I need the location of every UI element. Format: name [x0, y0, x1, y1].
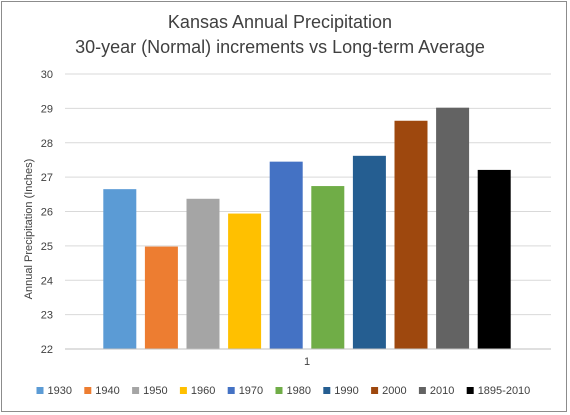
legend-swatch-1895-2010 — [466, 387, 474, 394]
bar-1980 — [311, 186, 345, 349]
legend-label-1940: 1940 — [95, 385, 119, 397]
y-tick-label: 29 — [41, 103, 53, 115]
y-tick-label: 30 — [41, 69, 53, 81]
y-tick-label: 25 — [41, 241, 53, 253]
legend-label-1895-2010: 1895-2010 — [478, 385, 531, 397]
legend-swatch-1950 — [132, 387, 140, 394]
legend-label-2010: 2010 — [430, 385, 454, 397]
bar-1940 — [144, 246, 178, 349]
y-tick-label: 24 — [41, 275, 53, 287]
bar-1970 — [269, 161, 303, 349]
legend: 1930 1940 1950 1960 1970 1980 1990 2000 2010 1895… — [36, 385, 531, 397]
bar-1990 — [352, 155, 386, 349]
bars — [103, 107, 511, 349]
bar-1950 — [186, 198, 220, 349]
legend-swatch-1970 — [227, 387, 235, 394]
legend-label-1970: 1970 — [239, 385, 263, 397]
y-tick-label: 26 — [41, 207, 53, 219]
y-axis-title: Annual Precipitation (Inches) — [23, 159, 35, 300]
legend-swatch-2000 — [371, 387, 379, 394]
legend-swatch-1940 — [84, 387, 92, 394]
legend-swatch-2010 — [418, 387, 426, 394]
legend-swatch-1960 — [179, 387, 187, 394]
legend-label-1950: 1950 — [143, 385, 167, 397]
legend-swatch-1930 — [36, 387, 44, 394]
legend-label-1980: 1980 — [287, 385, 311, 397]
legend-label-1960: 1960 — [191, 385, 215, 397]
legend-label-1990: 1990 — [334, 385, 358, 397]
legend-swatch-1990 — [323, 387, 331, 394]
bar-2000 — [394, 120, 428, 349]
bar-1960 — [228, 213, 262, 349]
y-tick-label: 23 — [41, 310, 53, 322]
bar-1895-2010 — [477, 169, 511, 349]
legend-label-1930: 1930 — [48, 385, 72, 397]
bar-2010 — [436, 107, 470, 349]
bar-1930 — [103, 189, 137, 349]
y-tick-label: 22 — [41, 344, 53, 356]
legend-swatch-1980 — [275, 387, 283, 394]
chart-title-line2: 30-year (Normal) increments vs Long-term… — [75, 37, 485, 57]
y-tick-label: 28 — [41, 138, 53, 150]
legend-label-2000: 2000 — [382, 385, 406, 397]
y-axis-ticks: 22 23 24 25 26 27 28 29 30 — [41, 69, 53, 356]
y-tick-label: 27 — [41, 172, 53, 184]
chart-title-line1: Kansas Annual Precipitation — [168, 12, 392, 32]
x-category-label: 1 — [304, 356, 310, 368]
